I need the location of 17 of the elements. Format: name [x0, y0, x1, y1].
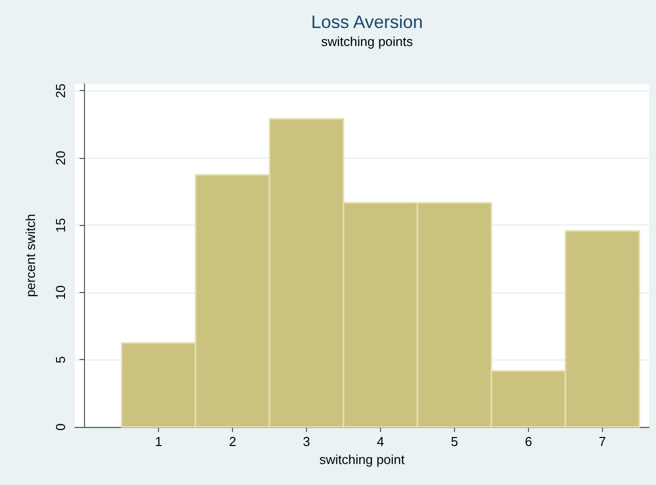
- y-tick-label: 20: [53, 150, 68, 166]
- x-tick-label: 5: [450, 434, 458, 449]
- y-axis-title: percent switch: [23, 214, 38, 298]
- y-tick-label: 25: [53, 83, 68, 98]
- y-tick-label: 5: [53, 356, 68, 364]
- x-tick-label: 3: [302, 434, 310, 449]
- x-axis-title: switching point: [319, 452, 406, 467]
- x-tick-label: 4: [376, 434, 384, 449]
- y-tick-label: 15: [53, 218, 68, 232]
- x-tick-label: 2: [228, 434, 236, 449]
- x-tick-label: 7: [598, 434, 606, 449]
- x-tick-label: 1: [154, 434, 162, 449]
- y-tick-label: 0: [53, 423, 68, 431]
- chart-title: Loss Aversion: [311, 12, 423, 32]
- chart-subtitle: switching points: [321, 34, 414, 49]
- y-tick-label: 10: [53, 285, 68, 300]
- x-tick-label: 6: [524, 434, 532, 449]
